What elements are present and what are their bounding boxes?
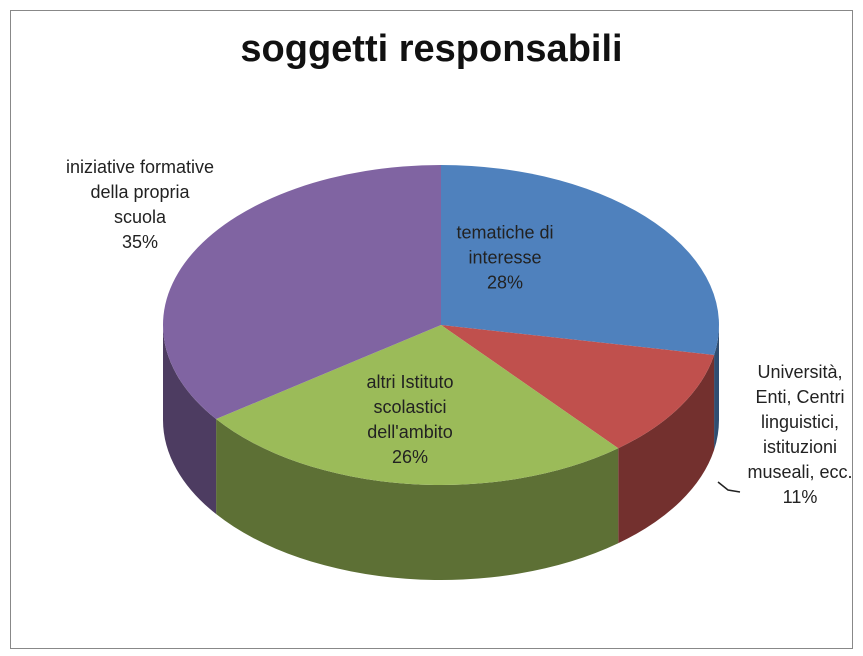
slice xyxy=(216,325,619,485)
value-label: 11% xyxy=(782,487,818,507)
slice xyxy=(162,165,442,420)
chart-title: soggetti responsabili xyxy=(240,28,623,70)
category-label: altri Istituto scolastici dell'ambito xyxy=(366,372,454,442)
slice-side xyxy=(714,325,719,450)
pie xyxy=(162,165,720,581)
slice-label: Università, Enti, Centri linguistici, is… xyxy=(740,360,860,510)
slice-label: tematiche di interesse 28% xyxy=(435,221,575,296)
value-label: 26% xyxy=(391,447,429,467)
leader-line xyxy=(717,481,741,493)
slice xyxy=(441,325,715,449)
category-label: tematiche di interesse xyxy=(456,222,554,268)
category-label: iniziative formative della propria scuol… xyxy=(65,157,215,227)
category-label: Università, Enti, Centri linguistici, is… xyxy=(747,362,853,482)
value-label: 28% xyxy=(486,272,524,293)
slice xyxy=(441,165,720,355)
slice-label: altri Istituto scolastici dell'ambito 26% xyxy=(345,370,475,470)
slice-side xyxy=(163,325,217,515)
slice-label: iniziative formative della propria scuol… xyxy=(65,155,215,255)
slice-side xyxy=(618,354,715,544)
value-label: 35% xyxy=(121,232,159,252)
slice-side xyxy=(216,419,619,581)
